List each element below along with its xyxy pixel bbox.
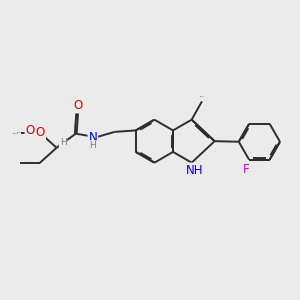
Text: O: O (36, 126, 45, 139)
Text: N: N (88, 131, 97, 144)
Text: H: H (60, 138, 66, 147)
Text: NH: NH (186, 164, 203, 176)
Text: O: O (26, 124, 35, 136)
Text: O: O (73, 100, 83, 112)
Text: methoxy: methoxy (13, 132, 19, 134)
Text: F: F (243, 163, 249, 176)
Text: methyl: methyl (200, 95, 204, 97)
Text: H: H (89, 141, 96, 150)
Text: methyl: methyl (17, 132, 22, 133)
